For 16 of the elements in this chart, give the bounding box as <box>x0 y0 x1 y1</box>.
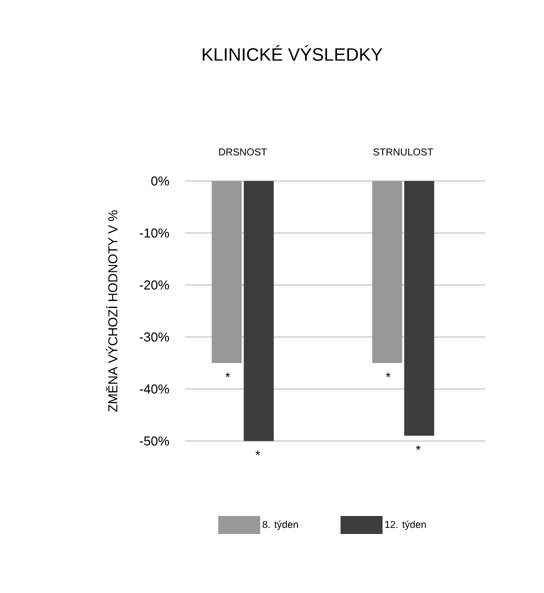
y-tick-label: -10% <box>140 228 170 238</box>
y-tick-label: -30% <box>140 332 170 342</box>
y-tick-label: -50% <box>140 436 170 446</box>
annotation: * <box>225 372 230 378</box>
chart-title: KLINICKÉ VÝSLEDKY <box>202 45 382 61</box>
legend-label: 12. týden <box>385 520 426 530</box>
annotation: * <box>416 445 421 450</box>
y-axis-title: ZMĚNA VÝCHOZÍ HODNOTY V % <box>106 210 118 412</box>
x-tick-label: STRNULOST <box>373 148 434 156</box>
annotation: * <box>255 450 260 456</box>
x-tick-label: DRSNOST <box>219 148 267 156</box>
legend-label: 8. týden <box>262 520 298 530</box>
y-tick-label: 0% <box>151 176 170 186</box>
y-tick-label: -20% <box>140 280 170 290</box>
annotation: * <box>386 372 391 378</box>
y-tick-label: -40% <box>140 384 170 394</box>
